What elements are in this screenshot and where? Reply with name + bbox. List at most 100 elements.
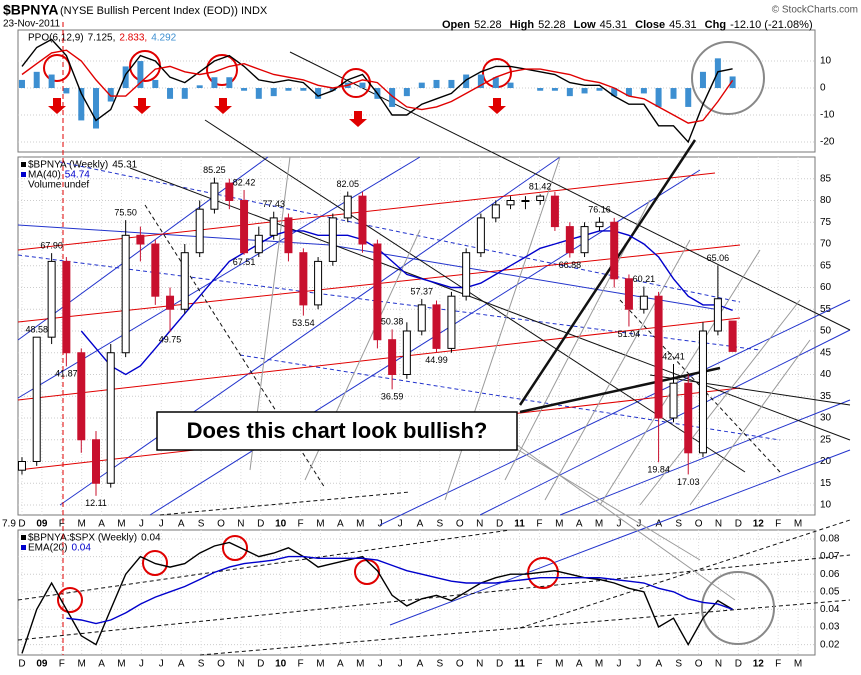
x-tick-label: M (595, 659, 603, 670)
candle-body (654, 295, 663, 419)
histogram-bar (270, 88, 277, 97)
x-tick-label: F (775, 519, 781, 530)
stat-value: 52.28 (474, 19, 502, 31)
stats: Open 52.28 High 52.28 Low 45.31 Close 45.31 Chg -… (442, 19, 813, 31)
low-label: 19.84 (647, 465, 670, 475)
legend-value: 2.833, (119, 33, 147, 44)
x-tick-label: M (356, 659, 364, 670)
candle-body (17, 460, 26, 471)
candle-body (225, 182, 234, 201)
candle-body (254, 234, 263, 254)
x-tick-label: J (398, 519, 403, 530)
x-tick-label: S (198, 659, 205, 670)
data-layer: 48.58 67.90 41.87 12.11 75.50 49.75 85.25 82.42… (17, 38, 737, 654)
high-label: 42.41 (662, 351, 685, 361)
high-label: 77.43 (262, 199, 285, 209)
x-tick-label: O (217, 659, 225, 670)
histogram-bar (241, 88, 248, 91)
candle-body (62, 260, 71, 354)
y-min-label: 7.9 (2, 519, 16, 530)
red-arrows (48, 98, 506, 127)
histogram-bar (699, 71, 706, 89)
stat-value: -12.10 (-21.08%) (730, 19, 813, 31)
high-label: 82.05 (336, 179, 359, 189)
candle-body (299, 252, 308, 306)
source: © StockCharts.com (772, 5, 858, 16)
y-tick-label: 0.08 (820, 534, 840, 545)
low-label: 41.87 (55, 369, 78, 379)
callout-pointer (519, 366, 721, 414)
candle-body (77, 352, 86, 441)
histogram-bar (359, 82, 366, 89)
candle-body (121, 234, 130, 354)
y-tick-label: -20 (820, 137, 835, 148)
histogram-bar (226, 77, 233, 89)
candle-body (373, 243, 382, 341)
histogram-bar (181, 88, 188, 99)
candle-body (728, 320, 737, 352)
candle-body (151, 243, 160, 297)
x-tick-label: D (18, 659, 25, 670)
histogram-bar (167, 88, 174, 99)
histogram-bar (78, 88, 85, 121)
x-tick-label: A (178, 519, 185, 530)
legend-value: 7.125, (88, 33, 116, 44)
candle-body (136, 234, 145, 245)
blue-trend-lines (17, 156, 851, 626)
candle-body (195, 208, 204, 254)
legend-volume: Volume undef (28, 180, 89, 191)
histogram-bar (566, 88, 573, 97)
candle-body (328, 217, 337, 262)
candle-body (402, 330, 411, 375)
x-tick-label: A (417, 519, 424, 530)
x-tick-label: D (735, 519, 742, 530)
histogram-bar (507, 82, 514, 89)
histogram-bar (285, 88, 292, 91)
candle-body (624, 278, 633, 310)
legend-swatch (21, 162, 26, 167)
histogram-bar (685, 88, 692, 107)
candle-body (432, 304, 441, 349)
panel-frame (17, 29, 816, 153)
callout-pointer (518, 139, 697, 406)
histogram-bar (255, 88, 262, 99)
x-tick-label: N (237, 519, 244, 530)
histogram-bar (329, 88, 336, 91)
x-tick-label: F (298, 659, 304, 670)
histogram-bar (551, 88, 558, 91)
candle-body (106, 352, 115, 484)
high-label: 75.50 (114, 207, 137, 217)
candle-body (521, 199, 530, 202)
x-tick-label: D (496, 659, 503, 670)
x-tick-label: S (198, 519, 205, 530)
x-tick-label: F (536, 659, 542, 670)
candle-body (536, 195, 545, 201)
stat-value: 52.28 (538, 19, 566, 31)
x-tick-label: N (237, 659, 244, 670)
legend-value: 45.31 (112, 160, 137, 171)
low-label: 53.54 (292, 318, 315, 328)
subtitle: (NYSE Bullish Percent Index (EOD)) INDX (60, 5, 268, 17)
y-tick-label: 50 (820, 326, 832, 337)
x-tick-label: M (555, 519, 563, 530)
x-tick-label: N (715, 519, 722, 530)
x-tick-label: J (378, 659, 383, 670)
y-tick-label: 10 (820, 500, 832, 511)
x-tick-label: A (98, 519, 105, 530)
high-label: 60.21 (633, 274, 656, 284)
y-tick-label: 55 (820, 304, 832, 315)
low-label: 66.88 (559, 260, 582, 270)
y-tick-label: 60 (820, 282, 832, 293)
candle-body (610, 221, 619, 280)
x-tick-label: D (18, 519, 25, 530)
stat-value: 45.31 (669, 19, 697, 31)
legend-name: MA(40) (28, 170, 61, 181)
series-line (80, 230, 733, 376)
histogram-bar (93, 88, 100, 129)
legend-name: $BPNYA:$SPX (Weekly) (28, 533, 137, 544)
candle-body (388, 339, 397, 375)
candle-body (550, 195, 559, 228)
x-tick-label: A (576, 659, 583, 670)
low-label: 12.11 (85, 498, 107, 508)
y-tick-label: 85 (820, 173, 832, 184)
